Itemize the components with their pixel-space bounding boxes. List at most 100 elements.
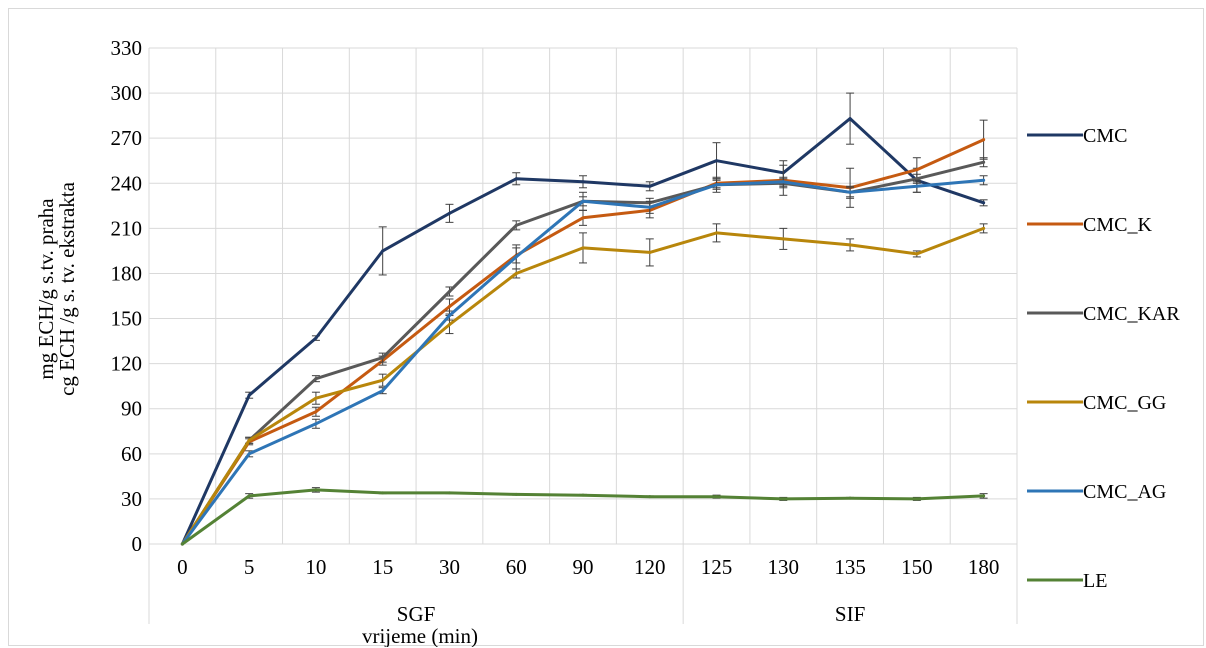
data-point xyxy=(514,492,518,496)
series-line xyxy=(180,488,986,546)
data-point xyxy=(447,314,451,318)
legend-label: CMC_K xyxy=(1083,214,1152,236)
y-axis-title-line-1: mg ECH/g s.tv. praha xyxy=(34,198,58,380)
gridlines xyxy=(148,47,1018,545)
data-point xyxy=(781,180,785,184)
data-point xyxy=(715,159,719,163)
data-point xyxy=(314,488,318,492)
data-point xyxy=(381,356,385,360)
legend-item: CMC_KAR xyxy=(1027,303,1180,325)
data-point xyxy=(447,323,451,327)
data-point xyxy=(848,243,852,247)
legend-item: CMC_AG xyxy=(1027,481,1166,503)
data-point xyxy=(982,494,986,498)
data-point xyxy=(514,271,518,275)
chart-frame: 0 30 60 90 120 150 180 210 240 270 300 330 0 5 10 15 30 6… xyxy=(8,8,1204,647)
data-point xyxy=(982,201,986,205)
data-point xyxy=(314,422,318,426)
data-point xyxy=(314,377,318,381)
legend-item: LE xyxy=(1027,570,1107,592)
x-tick-label: 30 xyxy=(439,555,460,579)
axes: 0 30 60 90 120 150 180 210 240 270 300 330 0 5 10 15 30 6… xyxy=(111,36,1018,626)
series-cmc-gg xyxy=(180,223,988,546)
x-tick-label: 180 xyxy=(968,555,1000,579)
legend-label: LE xyxy=(1083,570,1107,592)
data-point xyxy=(247,393,251,397)
data-point xyxy=(180,542,184,546)
x-axis-title: vrijeme (min) xyxy=(362,624,478,647)
data-point xyxy=(715,231,719,235)
y-tick-label: 0 xyxy=(132,532,143,556)
data-point xyxy=(781,237,785,241)
legend-item: CMC_K xyxy=(1027,214,1152,236)
legend-label: CMC_AG xyxy=(1083,481,1166,503)
data-point xyxy=(314,336,318,340)
data-point xyxy=(381,249,385,253)
y-tick-label: 180 xyxy=(111,261,143,285)
data-point xyxy=(982,138,986,142)
x-tick-label: 120 xyxy=(634,555,666,579)
data-point xyxy=(247,438,251,442)
y-tick-label: 60 xyxy=(121,442,142,466)
data-point xyxy=(447,289,451,293)
data-point xyxy=(447,491,451,495)
data-point xyxy=(648,250,652,254)
legend-item: CMC xyxy=(1027,125,1127,147)
legend: CMC CMC_K CMC_KAR CMC_GG CMC_AG LE xyxy=(1027,125,1180,592)
group-label: SGF xyxy=(397,602,436,626)
data-point xyxy=(648,184,652,188)
data-point xyxy=(915,252,919,256)
series-cmc xyxy=(180,92,988,546)
y-tick-label: 240 xyxy=(111,171,143,195)
data-point xyxy=(247,452,251,456)
y-tick-label: 330 xyxy=(111,36,143,60)
data-point xyxy=(848,190,852,194)
x-tick-label: 135 xyxy=(834,555,866,579)
data-point xyxy=(381,491,385,495)
series-lines xyxy=(180,92,988,546)
data-point xyxy=(581,199,585,203)
data-point xyxy=(447,211,451,215)
data-point xyxy=(381,378,385,382)
x-tick-label: 0 xyxy=(177,555,188,579)
data-point xyxy=(514,223,518,227)
series-cmc-k xyxy=(180,119,988,546)
y-tick-label: 90 xyxy=(121,397,142,421)
x-tick-label: 10 xyxy=(305,555,326,579)
data-point xyxy=(648,205,652,209)
line-chart: 0 30 60 90 120 150 180 210 240 270 300 330 0 5 10 15 30 6… xyxy=(34,36,1180,647)
legend-label: CMC_KAR xyxy=(1083,303,1180,325)
data-point xyxy=(848,117,852,121)
y-tick-label: 210 xyxy=(111,216,143,240)
legend-label: CMC_GG xyxy=(1083,392,1166,414)
data-point xyxy=(581,493,585,497)
data-point xyxy=(982,160,986,164)
x-tick-label: 130 xyxy=(768,555,800,579)
data-point xyxy=(715,183,719,187)
data-point xyxy=(781,497,785,501)
x-tick-label: 90 xyxy=(573,555,594,579)
data-point xyxy=(915,497,919,501)
y-tick-label: 270 xyxy=(111,126,143,150)
data-point xyxy=(247,494,251,498)
x-tick-label: 15 xyxy=(372,555,393,579)
data-point xyxy=(915,177,919,181)
y-axis-title-line-2: cg ECH /g s. tv. ekstrakta xyxy=(55,181,79,396)
series-cmc-ag xyxy=(180,175,988,546)
data-point xyxy=(514,177,518,181)
data-point xyxy=(848,496,852,500)
data-point xyxy=(715,495,719,499)
data-point xyxy=(982,178,986,182)
x-tick-label: 5 xyxy=(244,555,255,579)
data-point xyxy=(447,305,451,309)
group-label: SIF xyxy=(835,602,865,626)
x-tick-label: 125 xyxy=(701,555,733,579)
data-point xyxy=(915,184,919,188)
data-point xyxy=(314,410,318,414)
data-point xyxy=(915,168,919,172)
data-point xyxy=(381,389,385,393)
y-tick-label: 150 xyxy=(111,307,143,331)
legend-label: CMC xyxy=(1083,125,1127,147)
x-tick-label: 60 xyxy=(506,555,527,579)
data-point xyxy=(581,180,585,184)
